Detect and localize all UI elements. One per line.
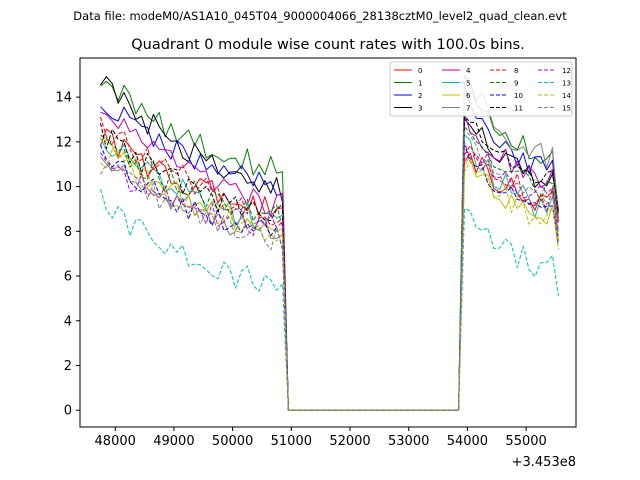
legend-label-6: 6 <box>466 92 471 100</box>
y-tick-label: 4 <box>64 314 72 329</box>
legend-frame <box>389 61 573 117</box>
legend-label-8: 8 <box>514 67 518 75</box>
y-tick-label: 2 <box>64 359 72 374</box>
legend-label-0: 0 <box>418 67 422 75</box>
legend-label-2: 2 <box>418 92 422 100</box>
legend-label-4: 4 <box>466 67 471 75</box>
x-tick-label: 52000 <box>329 434 370 449</box>
legend-label-5: 5 <box>466 80 470 88</box>
y-axis: 0 2 4 6 8 10 12 14 <box>55 91 80 419</box>
x-tick-label: 49000 <box>153 434 194 449</box>
y-tick-label: 14 <box>55 91 72 106</box>
legend-label-13: 13 <box>562 80 571 88</box>
legend-label-7: 7 <box>466 105 470 113</box>
x-tick-label: 54000 <box>447 434 488 449</box>
y-tick-label: 6 <box>64 270 72 285</box>
y-tick-label: 10 <box>55 180 72 195</box>
x-tick-label: 55000 <box>505 434 546 449</box>
legend-label-14: 14 <box>562 92 571 100</box>
legend-label-11: 11 <box>514 105 523 113</box>
x-tick-label: 53000 <box>388 434 429 449</box>
chart-title: Quadrant 0 module wise count rates with … <box>131 37 525 53</box>
x-tick-label: 50000 <box>212 434 253 449</box>
figure-suptitle: Data file: modeM0/AS1A10_045T04_90000040… <box>73 9 567 23</box>
legend-label-1: 1 <box>418 80 422 88</box>
y-tick-label: 8 <box>64 225 72 240</box>
y-tick-label: 0 <box>64 404 72 419</box>
series-layer <box>100 74 559 411</box>
x-offset-label: +3.453e8 <box>512 455 576 470</box>
y-tick-label: 12 <box>55 135 72 150</box>
axes-frame <box>79 57 577 428</box>
series-line-8 <box>100 116 559 411</box>
legend-label-10: 10 <box>514 92 523 100</box>
legend-label-15: 15 <box>562 105 571 113</box>
legend-label-3: 3 <box>418 105 422 113</box>
legend-label-9: 9 <box>514 80 518 88</box>
x-tick-label: 48000 <box>95 434 136 449</box>
series-line-14 <box>100 148 559 411</box>
x-axis: 48000 49000 50000 51000 52000 53000 54000 55000 <box>95 427 547 449</box>
legend-label-12: 12 <box>562 67 571 75</box>
series-line-15 <box>100 130 559 411</box>
x-tick-label: 51000 <box>271 434 312 449</box>
